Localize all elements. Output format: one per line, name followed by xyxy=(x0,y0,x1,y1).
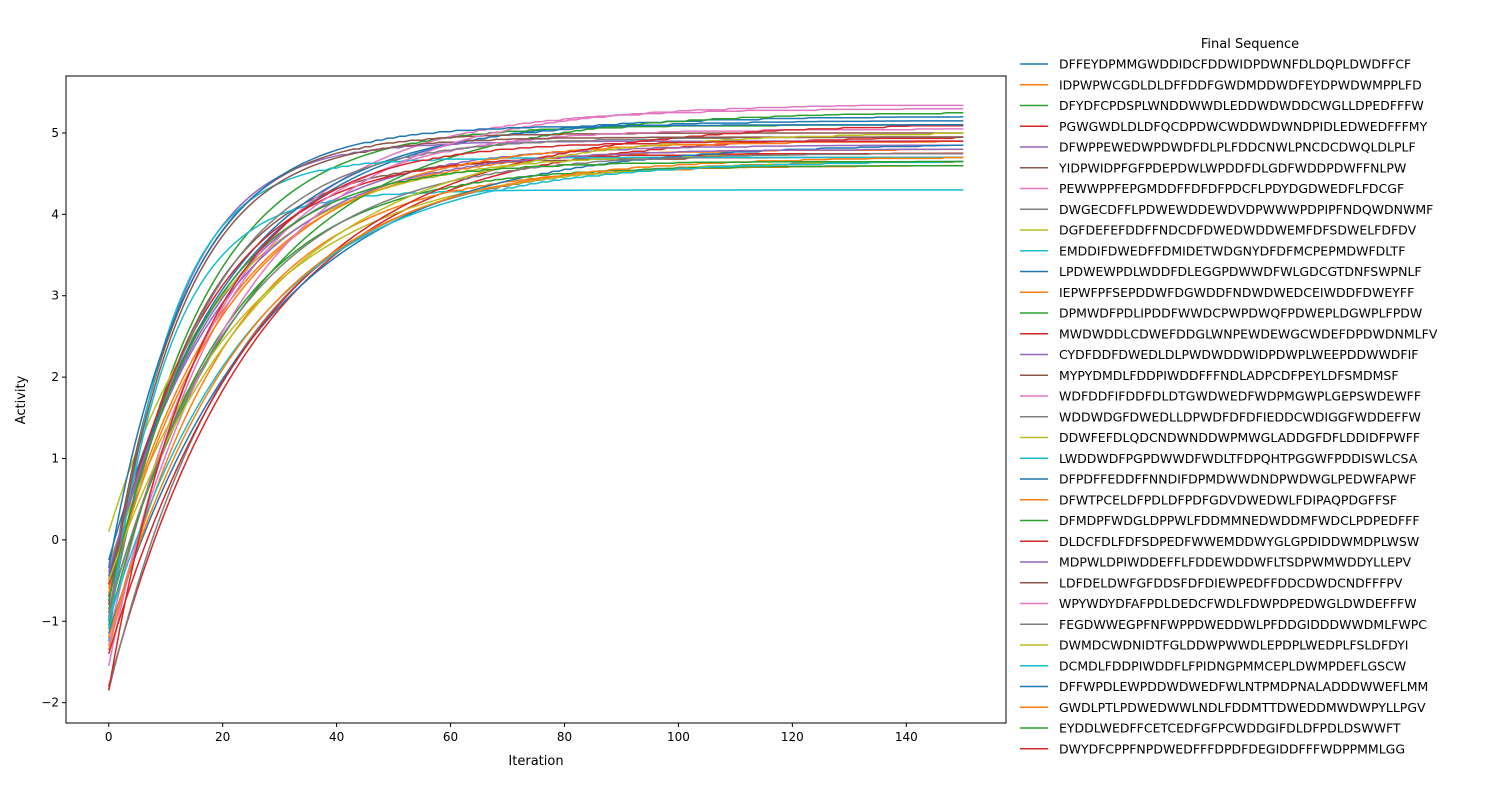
legend-entry: FEGDWWEGPFNFWPPDWEDDWLPFDDGIDDDWWDMLFWPC xyxy=(1059,617,1427,632)
legend-entry: DPMWDFPDLIPDDFWWDCPWPDWQFPDWEPLDGWPLFPDW xyxy=(1059,306,1422,321)
legend-entry: GWDLPTLPDWEDWWLNDLFDDMTTDWEDDMWDWPYLLPGV xyxy=(1059,700,1426,715)
x-axis: 0 20 40 60 80 100 120 140 xyxy=(105,723,918,744)
legend-entry: DFWPPEWEDWPDWDFDLPLFDDCNWLPNCDCDWQLDLPLF xyxy=(1059,140,1416,155)
x-tick-label: 100 xyxy=(667,730,690,744)
series-line xyxy=(107,148,964,573)
series-line xyxy=(107,156,964,638)
x-tick-label: 120 xyxy=(781,730,804,744)
legend-entry: DCMDLFDDPIWDDFLFPIDNGPMMCEPLDWMPDEFLGSCW xyxy=(1059,658,1406,673)
y-tick-label: 5 xyxy=(51,126,59,140)
legend-entry: DGFDEFEFDDFFNDCDFDWEDWDDWEMFDFSDWELFDFDV xyxy=(1059,223,1417,238)
y-tick-label: 0 xyxy=(51,533,59,547)
legend-entry: MYPYDMDLFDDPIWDDFFFNDLADPCDFPEYLDFSMDMSF xyxy=(1059,368,1399,383)
legend-entry: DWMDCWDNIDTFGLDDWPWWDLEPDPLWEDPLFSLDFDYI xyxy=(1059,638,1408,653)
series-line xyxy=(107,124,964,569)
y-axis-label: Activity xyxy=(14,375,29,424)
legend-title: Final Sequence xyxy=(1201,37,1299,52)
x-tick-label: 0 xyxy=(105,730,113,744)
legend-entry: EYDDLWEDFFCETCEDFGFPCWDDGIFDLDFPDLDSWWFT xyxy=(1059,721,1401,736)
legend-entry: LDFDELDWFGFDDSFDFDIEWPEDFFDDCDWDCNDFFFPV xyxy=(1059,575,1403,590)
legend-entry: DFPDFFEDDFFNNDIFDPMDWWDNDPWDWGLPEDWFAPWF xyxy=(1059,472,1417,487)
series-line xyxy=(107,132,964,581)
series-line xyxy=(107,189,964,630)
plot-frame xyxy=(65,75,1007,724)
legend-entry: MDPWLDPIWDDEFFLFDDEWDDWFLTSDPWMWDDYLLEPV xyxy=(1059,555,1412,570)
series-line xyxy=(107,140,964,691)
legend-entry: IEPWFPFSEPDDWFDGWDDFNDWDWEDCEIWDDFDWEYFF xyxy=(1059,285,1414,300)
series-line xyxy=(107,164,964,626)
series-layer xyxy=(107,104,964,691)
y-tick-label: −1 xyxy=(41,614,59,628)
legend-entry: YIDPWIDPFGFPDEPDWLWPDDFDLGDFWDDPDWFFNLPW xyxy=(1058,160,1406,175)
legend-entry: DDWFEFDLQDCNDWNDDWPMWGLADDGFDFLDDIDFPWFF xyxy=(1059,430,1420,445)
y-tick-label: 3 xyxy=(51,289,59,303)
legend-entry: DWGECDFFLPDWEWDDEWDVDPWWWPDPIPFNDQWDNWMF xyxy=(1059,202,1433,217)
y-tick-label: −2 xyxy=(41,696,59,710)
legend-entry: DFFEYDPMMGWDDIDCFDDWIDPDWNFDLDQPLDWDFFCF xyxy=(1059,57,1411,72)
legend-entry: LWDDWDFPGPDWWDFWDLTFDPQHTPGGWFPDDISWLCSA xyxy=(1059,451,1418,466)
legend-entry: DLDCFDLFDFSDPEDFWWEMDDWYGLGPDIDDWMDPLWSW xyxy=(1059,534,1419,549)
legend: DFFEYDPMMGWDDIDCFDDWIDPDWNFDLDQPLDWDFFCF… xyxy=(1020,57,1438,756)
x-tick-label: 60 xyxy=(443,730,458,744)
x-tick-label: 140 xyxy=(895,730,918,744)
legend-entry: WPYWDYDFAFPDLDEDCFWDLFDWPDPEDWGLDWDEFFFW xyxy=(1059,596,1417,611)
y-tick-label: 4 xyxy=(51,207,59,221)
legend-entry: WDFDDFIFDDFDLDTGWDWEDFWDPMGWPLGEPSWDEWFF xyxy=(1059,389,1421,404)
legend-entry: CYDFDDFDWEDLDLPWDWDDWIDPDWPLWEEPDDWWDFIF xyxy=(1059,347,1419,362)
y-axis: −2 −1 0 1 2 3 4 5 xyxy=(41,126,66,710)
y-tick-label: 1 xyxy=(51,452,59,466)
legend-entry: DFMDPFWDGLDPPWLFDDMMNEDWDDMFWDCLPDPEDFFF xyxy=(1059,513,1420,528)
legend-entry: LPDWEWPDLWDDFDLEGGPDWWDFWLGDCGTDNFSWPNLF xyxy=(1059,264,1422,279)
legend-entry: PGWGWDLDLDFQCDPDWCWDDWDWNDPIDLEDWEDFFFMY xyxy=(1059,119,1428,134)
series-line xyxy=(107,160,964,602)
legend-entry: IDPWPWCGDLDLDFFDDFGWDMDDWDFEYDPWDWMPPLFD xyxy=(1059,77,1422,92)
legend-entry: PEWWPPFEPGMDDFFDFDFPDCFLPDYDGDWEDFLFDCGF xyxy=(1059,181,1404,196)
legend-entry: DWYDFCPPFNPDWEDFFFDPDFDEGIDDFFFWDPPMMLGG xyxy=(1059,741,1405,756)
legend-entry: DFFWPDLEWPDDWDWEDFWLNTPMDPNALADDDWWEFLMM xyxy=(1059,679,1428,694)
series-line xyxy=(107,153,964,614)
series-line xyxy=(107,104,964,646)
x-axis-label: Iteration xyxy=(508,754,563,769)
x-tick-label: 20 xyxy=(215,730,230,744)
legend-entry: WDDWDGFDWEDLLDPWDFDFDFIEDDCWDIGGFWDDEFFW xyxy=(1059,409,1421,424)
legend-entry: MWDWDDLCDWEFDDGLWNPEWDEWGCWDEFDPDWDNMLFV xyxy=(1059,326,1438,341)
x-tick-label: 40 xyxy=(329,730,344,744)
x-tick-label: 80 xyxy=(557,730,572,744)
y-tick-label: 2 xyxy=(51,370,59,384)
legend-entry: DFWTPCELDFPDLDFPDFGDVDWEDWLFDIPAQPDGFFSF xyxy=(1059,492,1397,507)
legend-entry: DFYDFCPDSPLWNDDWWDLEDDWDWDDCWGLLDPEDFFFW xyxy=(1059,98,1424,113)
legend-entry: EMDDIFDWEDFFDMIDETWDGNYDFDFMCPEPMDWFDLTF xyxy=(1059,243,1405,258)
